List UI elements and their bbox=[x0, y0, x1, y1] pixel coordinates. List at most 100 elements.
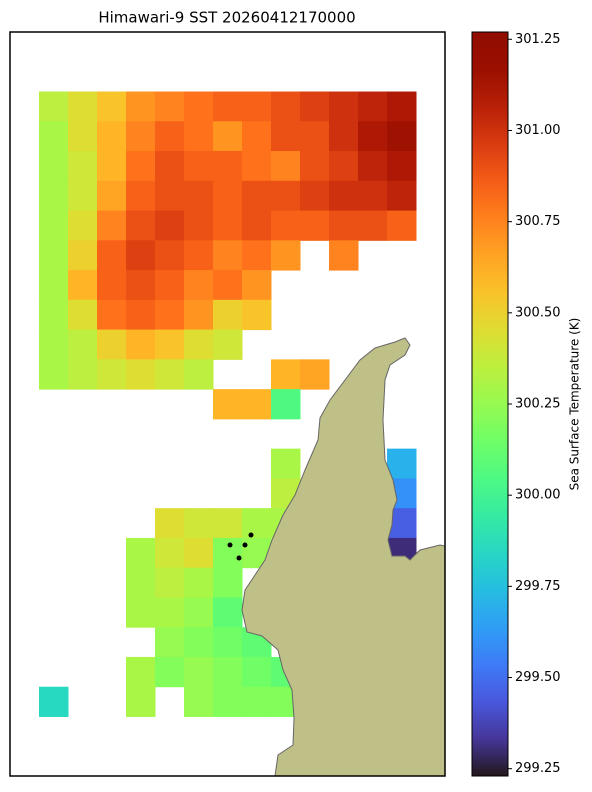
sst-cell bbox=[387, 448, 417, 479]
sst-cell bbox=[213, 656, 243, 688]
sst-cell bbox=[39, 686, 69, 717]
sst-cell bbox=[213, 299, 243, 331]
sst-cell bbox=[155, 240, 185, 271]
sst-cell bbox=[126, 299, 156, 331]
sst-cell bbox=[242, 656, 272, 688]
sst-cell bbox=[39, 91, 69, 122]
sst-cell bbox=[387, 210, 417, 241]
land bbox=[241, 337, 446, 777]
sst-cell bbox=[213, 91, 243, 122]
sst-cell bbox=[39, 359, 69, 390]
sst-cell bbox=[97, 151, 127, 182]
sst-cell bbox=[39, 151, 69, 182]
sst-cell bbox=[126, 686, 156, 717]
sst-cell bbox=[271, 359, 301, 390]
sst-cell bbox=[97, 91, 127, 122]
sst-cell bbox=[155, 627, 185, 658]
sst-cell bbox=[358, 91, 388, 122]
sst-cell bbox=[184, 240, 214, 271]
colorbar-tick-label: 299.25 bbox=[515, 761, 561, 776]
sst-cell bbox=[300, 121, 330, 152]
sst-cell bbox=[68, 270, 98, 301]
sst-cell bbox=[126, 210, 156, 241]
sst-cell bbox=[242, 240, 272, 271]
sst-cell bbox=[242, 389, 272, 420]
sst-cell bbox=[155, 597, 185, 628]
sst-cell bbox=[126, 329, 156, 360]
sst-cell bbox=[39, 210, 69, 241]
marker bbox=[248, 532, 254, 538]
sst-cell bbox=[329, 210, 359, 241]
sst-cell bbox=[39, 270, 69, 301]
sst-cell bbox=[126, 597, 156, 628]
sst-cell bbox=[184, 329, 214, 360]
colorbar-tick-label: 300.75 bbox=[515, 214, 561, 229]
sst-cell bbox=[358, 180, 388, 212]
sst-cell bbox=[358, 121, 388, 152]
sst-cell bbox=[97, 121, 127, 152]
sst-cell bbox=[126, 359, 156, 390]
sst-cell bbox=[184, 91, 214, 122]
colorbar-tick-label: 299.50 bbox=[515, 670, 561, 685]
sst-cell bbox=[97, 210, 127, 241]
sst-cell bbox=[387, 91, 417, 122]
sst-cell bbox=[155, 151, 185, 182]
sst-cell bbox=[155, 210, 185, 241]
sst-cell bbox=[68, 240, 98, 271]
sst-cell bbox=[39, 299, 69, 331]
sst-cell bbox=[155, 329, 185, 360]
station-markers bbox=[227, 532, 254, 561]
sst-cell bbox=[68, 329, 98, 360]
marker bbox=[227, 542, 233, 548]
colorbar-tick-label: 299.75 bbox=[515, 579, 561, 594]
map-frame bbox=[9, 31, 446, 777]
sst-cell bbox=[97, 359, 127, 390]
sst-cell bbox=[358, 210, 388, 241]
sst-cell bbox=[387, 180, 417, 212]
sst-cell bbox=[155, 656, 185, 688]
sst-cell bbox=[68, 151, 98, 182]
sst-cell bbox=[213, 537, 243, 569]
sst-cell bbox=[184, 567, 214, 598]
sst-grid bbox=[39, 91, 417, 717]
sst-cell bbox=[271, 448, 301, 479]
sst-cell bbox=[126, 121, 156, 152]
sst-cell bbox=[213, 121, 243, 152]
sst-cell bbox=[242, 180, 272, 212]
sst-cell bbox=[97, 299, 127, 331]
sst-cell bbox=[126, 91, 156, 122]
sst-cell bbox=[126, 180, 156, 212]
sst-cell bbox=[329, 91, 359, 122]
sst-cell bbox=[126, 656, 156, 688]
sst-cell bbox=[184, 270, 214, 301]
sst-cell bbox=[184, 597, 214, 628]
sst-cell bbox=[68, 180, 98, 212]
sst-cell bbox=[155, 121, 185, 152]
sst-cell bbox=[126, 240, 156, 271]
sst-cell bbox=[155, 537, 185, 569]
sst-cell bbox=[213, 627, 243, 658]
sst-cell bbox=[184, 299, 214, 331]
sst-cell bbox=[271, 91, 301, 122]
sst-cell bbox=[271, 180, 301, 212]
sst-cell bbox=[184, 151, 214, 182]
colorbar-tick-label: 300.50 bbox=[515, 305, 561, 320]
sst-cell bbox=[184, 180, 214, 212]
sst-cell bbox=[213, 389, 243, 420]
sst-cell bbox=[242, 270, 272, 301]
sst-cell bbox=[213, 180, 243, 212]
sst-cell bbox=[68, 299, 98, 331]
sst-cell bbox=[184, 359, 214, 390]
sst-cell bbox=[155, 299, 185, 331]
sst-cell bbox=[271, 389, 301, 420]
sst-cell bbox=[242, 121, 272, 152]
sst-cell bbox=[155, 91, 185, 122]
sst-cell bbox=[184, 627, 214, 658]
sst-cell bbox=[184, 656, 214, 688]
chart-title: Himawari-9 SST 20260412170000 bbox=[98, 9, 355, 27]
sst-cell bbox=[213, 210, 243, 241]
sst-cell bbox=[242, 91, 272, 122]
sst-cell bbox=[39, 329, 69, 360]
sst-cell bbox=[300, 91, 330, 122]
